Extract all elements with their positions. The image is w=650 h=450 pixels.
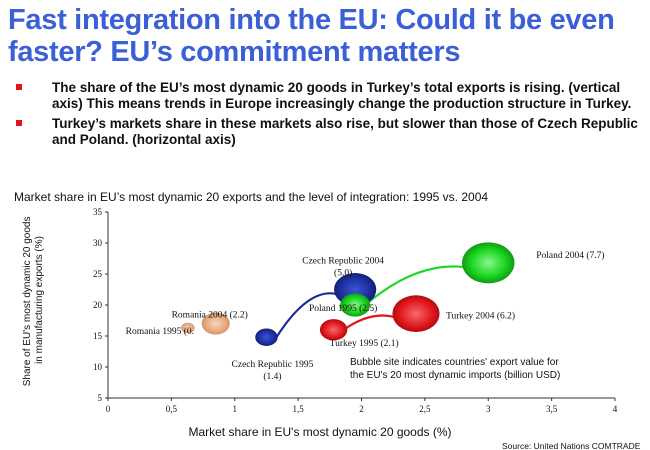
y-tick-label: 30 [93,238,103,248]
bubble-size-note-line2: the EU's 20 most dynamic imports (billio… [350,370,560,381]
y-tick-label: 35 [93,207,103,217]
bullet-square-icon [16,120,22,126]
bubble [340,293,371,317]
x-axis-title: Market share in EU's most dynamic 20 goo… [188,425,451,439]
y-axis-title-part: in manufacturing exports (%) [34,236,45,364]
bubble-size-note-line1: Bubble site indicates countries' export … [350,357,559,368]
chart-axes: 0 0,5 1 1,5 2 2,5 3 3,5 4 5 10 15 20 25 30 35 [93,207,618,414]
bubble [255,328,278,346]
y-axis-title-line1: Share of EU's most dynamic 20 goods in m… [22,214,45,387]
chart-title: Market share in EU’s most dynamic 20 exp… [14,190,489,204]
y-tick-label: 15 [93,331,103,341]
x-tick-label: 4 [613,404,618,414]
bubble-label: Poland 1995 (2.5) [309,303,377,314]
bubble-label-line: (1.4) [263,371,281,382]
bubble-labels: Romania 1995 (0. Romania 2004 (2.2) Czech … [126,250,605,382]
bubble-label-line: (5.0) [334,268,352,279]
y-tick-label: 5 [98,393,103,403]
bubble-label: Turkey 2004 (6.2) [446,311,515,322]
x-tick-label: 3,5 [546,404,558,414]
bullet-item: Turkey’s markets share in these markets … [14,116,644,148]
x-tick-label: 1,5 [293,404,305,414]
bubble-label: Czech Republic 2004 (5.0) [302,257,384,279]
bubble-label-line: Czech Republic 1995 [232,360,314,370]
bubble [201,312,230,335]
trend-arrows [275,265,475,338]
x-tick-label: 3 [486,404,491,414]
x-tick-label: 0,5 [166,404,178,414]
bullet-text: The share of the EU’s most dynamic 20 go… [52,80,632,111]
bubble [319,319,348,341]
bubble-chart: 0 0,5 1 1,5 2 2,5 3 3,5 4 5 10 15 20 25 30 35 Romania 1… [22,207,641,450]
x-tick-label: 2 [359,404,364,414]
poland-trend-arrow [364,265,475,306]
y-axis-title-part: Share of EU's most dynamic 20 goods [22,217,33,387]
slide-title: Fast integration into the EU: Could it b… [8,4,615,68]
bubble [392,295,440,333]
bullet-item: The share of the EU’s most dynamic 20 go… [14,80,644,112]
x-tick-label: 1 [233,404,238,414]
bullet-square-icon [16,84,22,90]
bubble-label: Romania 2004 (2.2) [172,310,248,321]
y-tick-label: 10 [93,362,103,372]
bubbles [181,242,515,346]
bubble-label: Poland 2004 (7.7) [536,250,604,261]
bubble-label: Turkey 1995 (2.1) [330,338,399,349]
y-tick-label: 20 [93,300,103,310]
source-note: Source: United Nations COMTRADE [502,441,641,450]
bullet-text: Turkey’s markets share in these markets … [52,116,638,147]
bubble-label: Czech Republic 1995 (1.4) [232,360,314,382]
y-tick-label: 25 [93,269,103,279]
bubble [462,242,515,284]
bubble [181,322,195,334]
bubble-label-line: Czech Republic 2004 [302,257,384,267]
bullet-list: The share of the EU’s most dynamic 20 go… [14,80,644,152]
bubble-label: Romania 1995 (0. [126,326,194,337]
x-tick-label: 2,5 [419,404,431,414]
x-tick-label: 0 [106,404,111,414]
